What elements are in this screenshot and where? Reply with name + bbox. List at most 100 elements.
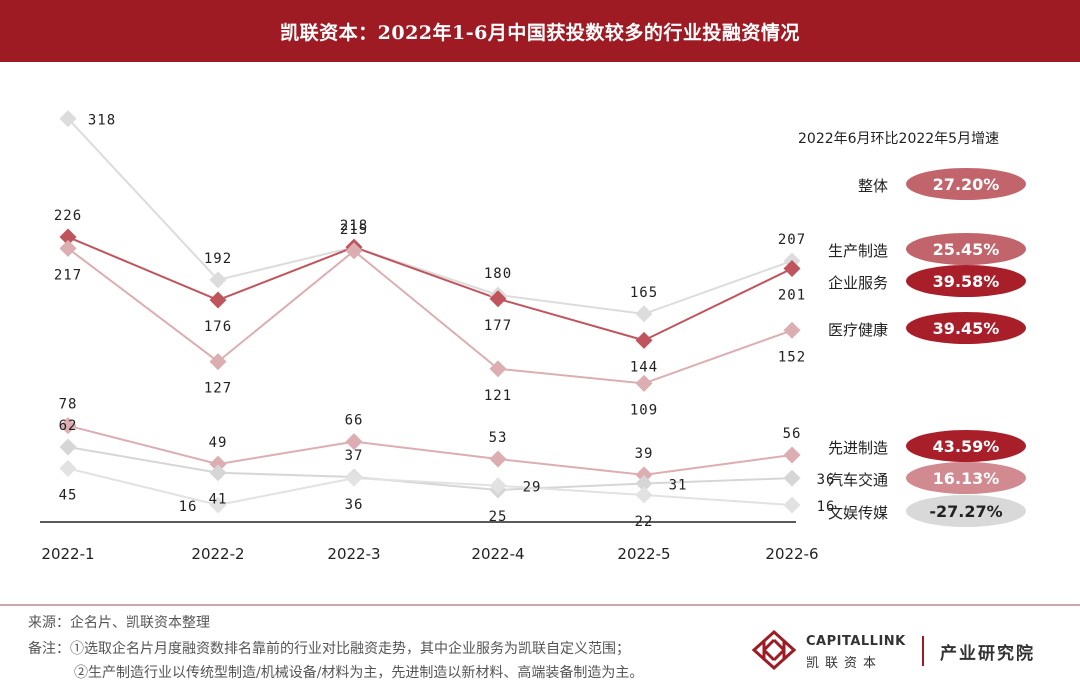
growth-row: 先进制造 43.59% [0,430,1080,464]
x-tick-label: 2022-4 [471,545,524,563]
data-label: 66 [345,413,364,429]
data-label: 62 [59,418,78,434]
data-label: 165 [630,285,658,301]
growth-row: 汽车交通 16.13% [0,462,1080,496]
data-label: 41 [209,492,228,508]
series-line-2 [67,247,793,385]
data-point [209,496,227,514]
x-tick-label: 2022-3 [327,545,380,563]
data-label: 16 [179,499,198,515]
data-label: 176 [204,319,232,335]
data-label: 78 [59,397,78,413]
data-point [345,433,363,451]
data-point [59,110,77,128]
growth-row-name: 企业服务 [827,274,888,292]
growth-row-value-pill: 39.58% [906,265,1026,297]
growth-row: 企业服务 39.58% [0,265,1080,299]
logo-separator [922,636,924,666]
growth-row-value-pill: 43.59% [906,430,1026,462]
data-label: 39 [635,446,654,462]
capitallink-logo-icon [752,630,796,670]
data-label: 318 [88,113,116,129]
series-line-4 [67,446,793,492]
series-line-0 [67,117,793,315]
data-point [783,321,801,339]
growth-row-name: 先进制造 [827,439,888,457]
footer-note-1: 备注：①选取企名片月度融资数排名靠前的行业对比融资走势，其中企业服务为凯联自定义… [28,641,630,657]
header-title: 凯联资本：2022年1-6月中国获投数较多的行业投融资情况 [280,21,800,44]
data-point [635,374,653,392]
logo-name-en: CAPITALLINK [806,634,906,649]
data-point [489,360,507,378]
data-label: 29 [523,480,542,496]
data-label: 192 [204,251,232,267]
data-label: 45 [59,487,78,503]
growth-row-name: 整体 [857,177,888,195]
growth-row-value-pill: 39.45% [906,312,1026,344]
growth-row: 整体 27.20% [0,168,1080,202]
data-point [783,260,801,278]
data-label: 49 [209,435,228,451]
data-point [635,475,653,493]
data-point [635,466,653,484]
data-point [489,290,507,308]
x-tick-label: 2022-5 [617,545,670,563]
data-point [345,242,363,260]
x-tick-label: 2022-1 [41,545,94,563]
data-point [635,331,653,349]
logo-department: 产业研究院 [940,644,1035,664]
data-label: 25 [489,509,508,525]
data-label: 152 [778,349,806,365]
data-point [783,446,801,464]
data-point [489,450,507,468]
data-point [345,469,363,487]
data-point [209,353,227,371]
data-point [209,455,227,473]
data-label: 53 [489,430,508,446]
data-label: 127 [204,381,232,397]
data-point [209,291,227,309]
data-label: 37 [345,448,364,464]
data-point [635,486,653,504]
data-label: 217 [54,267,82,283]
footer-source: 来源：企名片、凯联资本整理 [28,615,210,631]
line-chart: 318 192 218 180 165 207 226 176 177 144 201 217 127 2… [40,110,836,563]
header-bar: 凯联资本：2022年1-6月中国获投数较多的行业投融资情况 [0,0,1080,62]
footer-note-2: ②生产制造行业以传统型制造/机械设备/材料为主，先进制造以新材料、高端装备制造为… [74,665,644,681]
data-label: 31 [669,478,688,494]
data-point [635,305,653,323]
growth-row-value-pill: 25.45% [906,233,1026,265]
data-label: 121 [484,388,512,404]
data-point [783,469,801,487]
growth-row-value-pill: 27.20% [906,168,1026,200]
growth-row-value-pill: -27.27% [906,495,1026,527]
x-tick-label: 2022-6 [765,545,818,563]
growth-row: 文娱传媒 -27.27% [0,495,1080,529]
footer-divider [0,604,1080,606]
logo-name-cn: 凯联资本 [806,656,883,671]
series-line-3 [67,424,793,476]
data-point [209,464,227,482]
data-point [209,271,227,289]
data-label: 36 [817,472,836,488]
growth-row-name: 医疗健康 [827,321,888,339]
data-label: 144 [630,359,658,375]
growth-row: 生产制造 25.45% [0,233,1080,267]
data-label: 201 [778,288,806,304]
data-label: 56 [783,426,802,442]
series-line-5 [67,467,793,507]
growth-row: 医疗健康 39.45% [0,312,1080,346]
growth-row-name: 生产制造 [827,242,888,260]
growth-panel-title: 2022年6月环比2022年5月增速 [798,131,1000,147]
growth-row-value-pill: 16.13% [906,462,1026,494]
data-label: 180 [484,266,512,282]
data-label: 177 [484,318,512,334]
data-label: 109 [630,402,658,418]
data-point [489,477,507,495]
data-label: 36 [345,497,364,513]
data-label: 226 [54,208,82,224]
data-label: 207 [778,232,806,248]
growth-row-name: 文娱传媒 [827,504,888,522]
data-label: 218 [340,218,368,234]
data-label: 16 [817,499,836,515]
